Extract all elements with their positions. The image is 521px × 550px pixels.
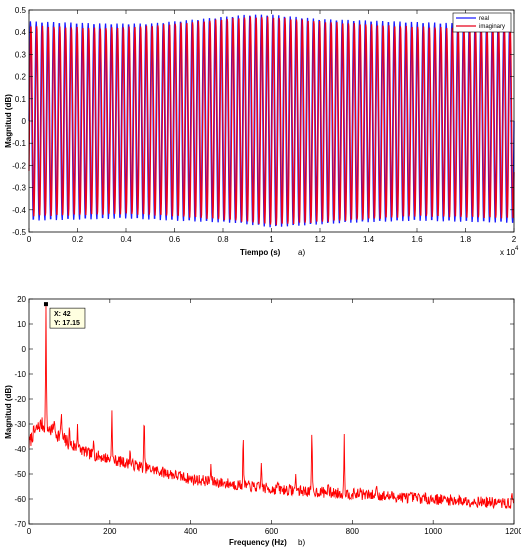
chart-a-ytick-label: -0.4: [12, 206, 26, 215]
chart-b-datatip-box: [49, 307, 86, 329]
chart-b-xtick-label: 400: [184, 527, 198, 536]
chart-a-xtick-label: 1.2: [314, 235, 326, 244]
chart-a-ytick-label: 0.5: [15, 6, 27, 15]
chart-b-datatip-y: Y: 17.15: [54, 320, 80, 327]
chart-b-series-group: [28, 306, 514, 510]
chart-b-ytick-label: -70: [14, 520, 26, 529]
chart-b-datatip-x: X: 42: [54, 311, 71, 318]
chart-a-xlabel: Tiempo (s): [240, 248, 281, 257]
chart-b-datatip: X: 42 Y: 17.15: [43, 302, 86, 329]
chart-b-xtick-label: 200: [103, 527, 117, 536]
chart-a-legend: real imaginary: [452, 12, 512, 33]
chart-a-xtick-label: 0: [27, 235, 32, 244]
chart-a-ytick-label: 0: [22, 117, 27, 126]
chart-a-ytick-label: -0.5: [12, 228, 26, 237]
chart-b-ylabel: Magnitud (dB): [4, 385, 13, 439]
chart-a-ytick-label: 0.3: [15, 50, 27, 59]
chart-b-datatip-marker: [43, 302, 48, 307]
chart-a-xtick-label: 1.8: [460, 235, 472, 244]
chart-b: 0 200 400 600 800 1000 1200-70-60-50-40-30-20-…: [4, 295, 521, 547]
chart-a-ytick-label: 0.4: [15, 28, 27, 37]
chart-b-series-line: [28, 306, 514, 510]
chart-b-xtick-label: 800: [346, 527, 360, 536]
chart-b-xtick-label: 0: [27, 527, 32, 536]
chart-b-ytick-label: 20: [17, 295, 26, 304]
chart-a-xtick-label: 0.4: [120, 235, 132, 244]
chart-a-ylabel: Magnitud (dB): [4, 94, 13, 148]
chart-a-series-group: [28, 14, 515, 228]
chart-a-xtick-label: 0.2: [72, 235, 84, 244]
chart-a-legend-label-imaginary: imaginary: [479, 24, 505, 30]
chart-b-ytick-label: -60: [14, 495, 26, 504]
chart-a: 0 0.2 0.4 0.6 0.8 1 1.2 1.4 1.6 1.8 2 -0.5 -0.4 -0.3 -…: [4, 6, 519, 257]
chart-b-xtick-label: 1200: [505, 527, 521, 536]
chart-b-xtick-label: 600: [265, 527, 279, 536]
chart-b-plot-frame: [28, 298, 515, 525]
chart-a-panel-letter: a): [298, 248, 305, 257]
chart-a-legend-label-real: real: [479, 16, 489, 22]
chart-a-xtick-label: 1.4: [363, 235, 375, 244]
chart-a-xtick-label: 1.6: [411, 235, 423, 244]
chart-b-ytick-label: -30: [14, 420, 26, 429]
chart-b-ytick-label: -50: [14, 470, 26, 479]
chart-a-series-line-imaginary: [28, 16, 515, 226]
chart-b-xlabel: Frequency (Hz): [229, 538, 287, 547]
chart-a-ytick-label: -0.3: [12, 184, 26, 193]
chart-b-panel-letter: b): [298, 538, 305, 547]
chart-a-xtick-label: 0.6: [169, 235, 181, 244]
chart-b-ytick-label: 10: [17, 320, 26, 329]
chart-a-ytick-label: 0.1: [15, 95, 27, 104]
chart-b-xtick-label: 1000: [424, 527, 442, 536]
chart-b-ticks: 0 200 400 600 800 1000 1200-70-60-50-40-30-20-…: [14, 295, 521, 536]
chart-a-x-multiplier: x 10: [500, 248, 516, 257]
chart-b-ytick-label: -20: [14, 395, 26, 404]
chart-a-ytick-label: -0.1: [12, 139, 26, 148]
chart-a-xtick-label: 1: [269, 235, 274, 244]
chart-a-x-multiplier-exp: 4: [515, 246, 519, 252]
chart-b-ytick-label: -10: [14, 370, 26, 379]
chart-a-xtick-label: 2: [512, 235, 517, 244]
chart-b-ytick-label: 0: [22, 345, 27, 354]
chart-b-ytick-label: -40: [14, 445, 26, 454]
chart-a-ytick-label: -0.2: [12, 161, 26, 170]
chart-a-ticks: 0 0.2 0.4 0.6 0.8 1 1.2 1.4 1.6 1.8 2 -0.5 -0.4 -0.3 -…: [12, 6, 517, 244]
chart-a-ytick-label: 0.2: [15, 73, 27, 82]
chart-a-xtick-label: 0.8: [217, 235, 229, 244]
